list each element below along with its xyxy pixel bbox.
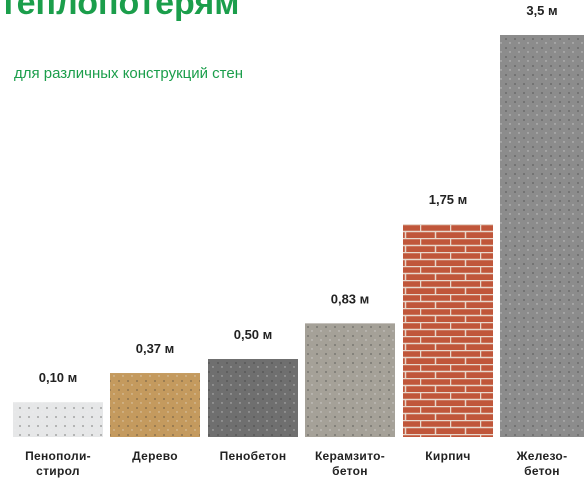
- category-label: Пенополи- стирол: [10, 449, 106, 479]
- value-label: 1,75 м: [429, 192, 468, 207]
- bar: [500, 35, 584, 437]
- value-label: 3,5 м: [526, 3, 557, 18]
- chart-subtitle: для различных конструкций стен: [14, 65, 243, 82]
- category-label: Железо- бетон: [494, 449, 584, 479]
- page: теплопотерям для различных конструкций с…: [0, 0, 584, 481]
- category-label: Дерево: [107, 449, 203, 464]
- bar: [403, 224, 493, 437]
- value-label: 0,83 м: [331, 291, 370, 306]
- category-label: Керамзито- бетон: [302, 449, 398, 479]
- category-label: Кирпич: [400, 449, 496, 464]
- value-label: 0,50 м: [234, 327, 273, 342]
- bar: [110, 373, 200, 437]
- chart-title: теплопотерям: [0, 0, 239, 22]
- chart: теплопотерям для различных конструкций с…: [0, 0, 584, 481]
- value-label: 0,10 м: [39, 370, 78, 385]
- bar: [13, 402, 103, 437]
- bar: [305, 323, 395, 437]
- bar: [208, 359, 298, 437]
- category-label: Пенобетон: [205, 449, 301, 464]
- value-label: 0,37 м: [136, 341, 175, 356]
